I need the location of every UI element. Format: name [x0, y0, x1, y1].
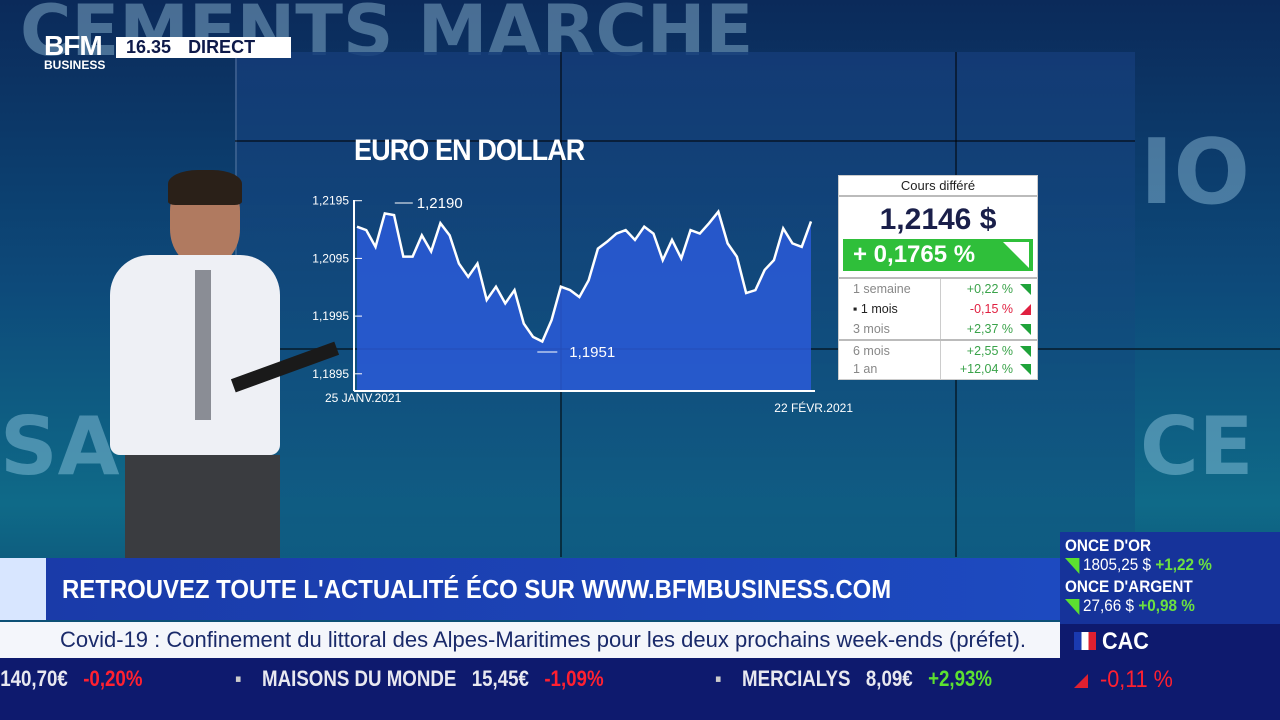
period-change: +2,55 %: [966, 344, 1013, 358]
series-line: [356, 209, 813, 344]
red-triangle-icon: [1074, 674, 1088, 688]
up-triangle-icon: [1003, 242, 1029, 268]
logo-top: BFM: [44, 30, 103, 61]
separator-bullet: ▪: [235, 666, 242, 691]
period-row: 1 an +12,04 %: [839, 359, 1037, 379]
stock-ticker: 140,70€ -0,20% ▪ MAISONS DU MONDE 15,45€ -…: [0, 658, 1060, 720]
promo-banner: RETROUVEZ TOUTE L'ACTUALITÉ ÉCO SUR WWW.…: [0, 558, 1060, 620]
period-label: 6 mois: [839, 341, 941, 359]
ticker-change: -0,20%: [83, 666, 143, 691]
markets-box: ONCE D'OR 1805,25 $ +1,22 % ONCE D'ARGEN…: [1060, 532, 1280, 720]
france-flag-icon: [1074, 632, 1096, 650]
up-triangle-icon: [1020, 346, 1031, 357]
quote-header: Cours différé: [839, 176, 1037, 197]
period-value: +0,22 %: [941, 279, 1037, 299]
chart: 1,2195 1,2095 1,1995 1,1895 1,2190 1,1951 25 J…: [312, 194, 853, 415]
live-badge: 16.35 DIRECT: [116, 37, 291, 58]
period-label: 1 an: [839, 359, 941, 379]
period-value: +2,55 %: [941, 341, 1037, 359]
y-tick-label: 1,2095: [312, 251, 349, 265]
period-value: +2,37 %: [941, 319, 1037, 339]
studio-wall-text: IO: [1140, 120, 1250, 225]
ticker-change: +2,93%: [928, 666, 993, 691]
clock: 16.35: [126, 37, 172, 57]
ticker-price: 15,45€: [471, 666, 529, 691]
up-triangle-icon: [1020, 284, 1031, 295]
down-triangle-icon: [1020, 304, 1031, 315]
period-change: -0,15 %: [969, 302, 1013, 316]
period-label: ▪ 1 mois: [839, 299, 941, 319]
ticker-name: MAISONS DU MONDE: [262, 666, 457, 691]
ticker-item: ▪ MAISONS DU MONDE 15,45€ -1,09%: [235, 666, 604, 692]
period-row: ▪ 1 mois -0,15 %: [839, 299, 1037, 319]
quote-price: 1,2146 $: [879, 203, 997, 236]
cac-label: CAC: [1102, 628, 1149, 655]
direct-label: DIRECT: [188, 37, 256, 57]
period-label: 1 semaine: [839, 279, 941, 299]
gold-price: 1805,25 $: [1083, 555, 1152, 574]
chart-title: EURO EN DOLLAR: [354, 134, 585, 167]
screen-seam: [235, 140, 1135, 142]
ticker-price: 140,70€: [0, 666, 68, 691]
max-annotation: 1,2190: [417, 195, 463, 212]
ticker-price: 8,09€: [865, 666, 913, 691]
quote-box: Cours différé 1,2146 $ + 0,1765 % 1 sema…: [838, 175, 1038, 380]
silver-price: 27,66 $: [1083, 596, 1135, 615]
news-crawl: Covid-19 : Confinement du littoral des A…: [0, 622, 1060, 658]
green-triangle-icon: [1065, 598, 1080, 615]
studio-wall-text: CE: [1140, 400, 1254, 493]
x-end-label: 22 FÉVR.2021: [774, 400, 853, 415]
min-annotation: 1,1951: [569, 344, 615, 361]
silver-change: +0,98 %: [1138, 596, 1195, 615]
period-value: +12,04 %: [941, 359, 1037, 379]
period-change: +0,22 %: [966, 282, 1013, 296]
silver-label: ONCE D'ARGENT: [1065, 577, 1193, 596]
period-label: 3 mois: [839, 319, 941, 339]
area-fill: [357, 211, 811, 390]
up-triangle-icon: [1020, 364, 1031, 375]
logo-bottom: BUSINESS: [44, 58, 106, 72]
period-row: 1 semaine +0,22 %: [839, 279, 1037, 299]
cac-change: -0,11 %: [1100, 666, 1173, 693]
period-row: 6 mois +2,55 %: [839, 339, 1037, 359]
ticker-item: ▪ MERCIALYS 8,09€ +2,93%: [715, 666, 992, 692]
gold-label: ONCE D'OR: [1065, 536, 1152, 555]
y-tick-label: 1,2195: [312, 194, 349, 208]
up-triangle-icon: [1020, 324, 1031, 335]
promo-text: RETROUVEZ TOUTE L'ACTUALITÉ ÉCO SUR WWW.…: [62, 574, 892, 604]
separator-bullet: ▪: [715, 666, 722, 691]
channel-logo: BFM BUSINESS: [44, 30, 106, 73]
ticker-item: 140,70€ -0,20%: [0, 666, 142, 692]
quote-change: + 0,1765 %: [843, 239, 1033, 271]
quote-change-value: + 0,1765 %: [853, 241, 976, 268]
green-triangle-icon: [1065, 557, 1080, 574]
period-performance-list: 1 semaine +0,22 % ▪ 1 mois -0,15 % 3 mois +2,…: [839, 277, 1037, 379]
ticker-change: -1,09%: [544, 666, 604, 691]
x-start-label: 25 JANV.2021: [325, 391, 402, 405]
period-change: +2,37 %: [966, 322, 1013, 336]
period-value: -0,15 %: [941, 299, 1037, 319]
period-row: 3 mois +2,37 %: [839, 319, 1037, 339]
y-tick-label: 1,1895: [312, 367, 349, 381]
presenter: [70, 170, 340, 560]
y-tick-label: 1,1995: [312, 309, 349, 323]
ticker-name: MERCIALYS: [742, 666, 851, 691]
period-change: +12,04 %: [959, 362, 1013, 376]
gold-change: +1,22 %: [1155, 555, 1212, 574]
